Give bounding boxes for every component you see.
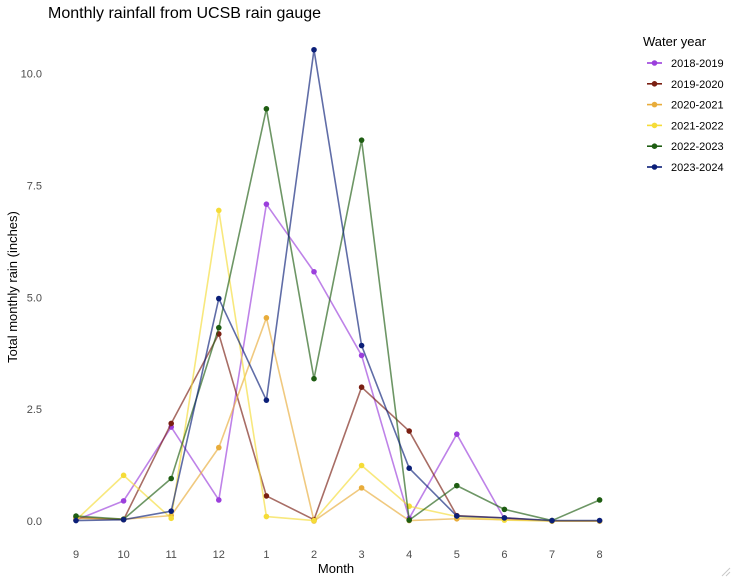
legend-label: 2019-2020: [671, 79, 724, 91]
data-point: [406, 428, 413, 434]
legend-item: 2018-2019: [647, 58, 724, 70]
x-tick-label: 9: [73, 549, 79, 561]
x-tick-label: 1: [263, 549, 269, 561]
series-line: [75, 48, 600, 522]
x-tick-label: 5: [454, 549, 460, 561]
x-tick-label: 6: [501, 549, 507, 561]
legend-key-point: [651, 60, 658, 66]
data-point: [120, 516, 127, 523]
data-point: [311, 517, 317, 524]
data-point: [358, 137, 365, 143]
data-point: [73, 517, 79, 524]
y-tick-label: 7.5: [27, 180, 42, 192]
legend-items: 2018-2019 2019-2020 2020-2021 2021-2022 2022…: [647, 58, 724, 174]
data-point: [216, 295, 222, 302]
data-point: [358, 485, 365, 491]
legend-item: 2021-2022: [647, 120, 724, 132]
data-point: [263, 201, 270, 207]
data-point: [454, 482, 460, 489]
data-point: [168, 508, 174, 514]
data-point: [596, 517, 603, 524]
data-point: [501, 515, 508, 521]
x-tick-label: 11: [165, 549, 176, 561]
y-axis-ticks: 0.0 2.5 5.0 7.5 10.0: [21, 69, 42, 529]
data-point: [73, 513, 79, 519]
data-point: [358, 352, 365, 359]
legend-key-point: [651, 122, 658, 129]
data-point: [216, 497, 222, 503]
legend-item: 2019-2020: [647, 79, 724, 91]
legend-label: 2022-2023: [671, 141, 724, 153]
y-tick-label: 0.0: [27, 516, 42, 528]
legend: Water year 2018-20192019-20202020-202120…: [643, 34, 724, 174]
x-tick-label: 4: [406, 549, 412, 561]
x-axis-ticks: 9 10 11 12 1 2 3 4 5 6 7 8: [73, 549, 603, 561]
legend-title: Water year: [643, 34, 707, 49]
legend-key-point: [651, 143, 658, 149]
data-point: [358, 462, 365, 469]
data-point: [263, 397, 270, 403]
series-layer: [73, 46, 603, 524]
series-line: [75, 317, 600, 522]
data-point: [120, 498, 127, 504]
x-tick-label: 10: [117, 549, 129, 561]
x-tick-label: 2: [311, 549, 317, 561]
series-2023-2024: [73, 46, 603, 524]
data-point: [596, 497, 603, 503]
series-2022-2023: [73, 106, 603, 524]
y-tick-label: 10.0: [21, 69, 42, 81]
series-line: [75, 203, 600, 522]
chart-title: Monthly rainfall from UCSB rain gauge: [48, 5, 321, 22]
data-point: [168, 420, 174, 427]
data-point: [216, 207, 222, 214]
legend-item: 2020-2021: [647, 100, 724, 112]
data-point: [311, 268, 317, 275]
data-point: [216, 444, 222, 451]
legend-key-point: [651, 164, 658, 170]
legend-key-point: [651, 101, 658, 108]
data-point: [311, 46, 317, 53]
data-point: [454, 513, 460, 519]
data-point: [263, 315, 270, 321]
x-tick-label: 3: [359, 549, 365, 561]
series-line: [75, 108, 600, 522]
legend-label: 2018-2019: [671, 58, 724, 70]
legend-label: 2020-2021: [671, 100, 724, 112]
legend-item: 2022-2023: [647, 141, 724, 153]
data-point: [549, 517, 555, 524]
data-point: [454, 431, 460, 437]
data-point: [263, 513, 270, 520]
data-point: [263, 493, 270, 499]
series-2021-2022: [73, 207, 603, 524]
data-point: [501, 506, 508, 513]
x-axis-title: Month: [318, 561, 354, 576]
data-point: [216, 324, 222, 331]
data-point: [168, 475, 174, 482]
legend-label: 2021-2022: [671, 120, 724, 132]
data-point: [168, 515, 174, 522]
data-point: [263, 106, 270, 112]
y-tick-label: 5.0: [27, 292, 42, 304]
resize-grip-icon[interactable]: [721, 567, 731, 577]
x-tick-label: 8: [597, 549, 603, 561]
data-point: [120, 472, 127, 479]
x-tick-label: 7: [549, 549, 555, 561]
x-tick-label: 12: [213, 549, 225, 561]
data-point: [311, 375, 317, 382]
y-tick-label: 2.5: [27, 404, 42, 416]
legend-item: 2023-2024: [647, 162, 724, 174]
y-axis-title: Total monthly rain (inches): [5, 211, 20, 363]
data-point: [358, 384, 365, 390]
series-line: [75, 209, 600, 522]
legend-label: 2023-2024: [671, 162, 724, 174]
data-point: [358, 342, 365, 349]
data-point: [406, 517, 413, 523]
legend-key-point: [651, 81, 658, 87]
data-point: [406, 465, 413, 471]
series-2018-2019: [73, 201, 603, 524]
